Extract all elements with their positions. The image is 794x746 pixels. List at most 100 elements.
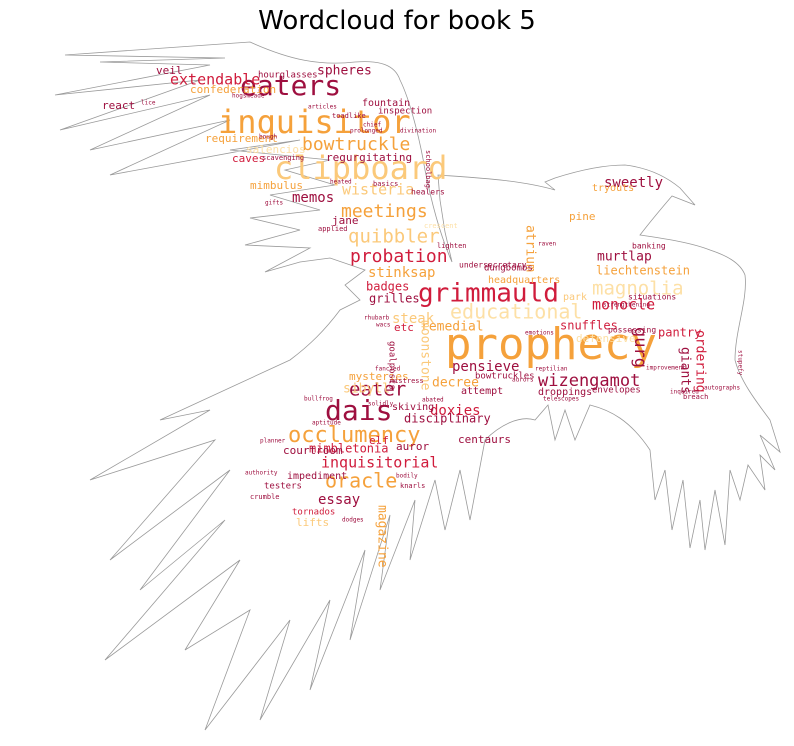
word-goalposts: goalposts [387,341,397,390]
words-layer: prophecy inquisitor clipboard eaters grimmau… [102,64,744,568]
word-aptitude: aptitude [312,420,341,427]
word-react: react [102,99,135,112]
phoenix-outline [54,41,781,731]
word-crumble: crumble [250,493,280,501]
word-dodges: dodges [342,517,364,524]
word-raven: raven [538,241,556,248]
word-dungbombs: dungbombs [484,264,533,274]
word-aurors: aurors [512,377,534,384]
word-wacs: wacs [376,322,391,329]
word-rhubarb: rhubarb [364,315,390,322]
word-crescent: crescent [424,222,458,230]
word-basics: basics [373,180,398,188]
word-gifts: gifts [265,200,283,207]
word-mimbletonia: mimbletonia [309,442,388,456]
word-liechtenstein: liechtenstein [596,264,690,278]
word-extendable: extendable [170,71,260,89]
word-skiving: skiving [392,402,434,413]
word-memos: memos [292,190,334,206]
word-gurg: gurg [630,327,650,368]
word-veil: veil [156,64,183,77]
word-eaters: eaters [240,69,341,102]
word-divination: divination [400,128,437,135]
word-autographs: autographs [704,385,741,392]
word-badges: badges [366,280,409,294]
word-disciplinary: disciplinary [404,412,491,426]
word-schoolbag: schoolbag [424,150,432,188]
word-auror: auror [396,440,429,453]
word-doxies: doxies [430,403,481,419]
word-knarls: knarls [400,482,425,490]
word-grimmauld: grimmauld [418,279,559,309]
chart-title: Wordcloud for book 5 [258,6,536,36]
word-bough: bough [259,134,277,141]
word-magazine: magazine [375,505,390,568]
word-park: park [563,292,587,303]
word-moonstone: moonstone [418,320,433,391]
word-droppings: droppings [538,387,592,398]
word-hogsmeade: hogsmeade [232,93,265,100]
word-planner: planner [260,438,286,445]
word-improvement: improvement [646,365,686,372]
wing-outline-left [54,41,781,731]
word-undersecretary: undersecretary [459,261,527,270]
word-murtlap: murtlap [597,250,652,265]
word-reptilian: reptilian [535,366,568,373]
word-tryouts: tryouts [592,183,634,194]
word-pine: pine [569,210,596,223]
word-tornados: tornados [292,508,335,518]
word-inquisitor: inquisitor [218,103,411,141]
word-snuffles: snuffles [560,319,618,333]
word-inquired: inquired [670,389,699,396]
word-lifts: lifts [296,516,329,529]
word-ordering: ordering [693,330,708,393]
word-sibyll: sibyll [343,382,390,397]
word-stupefy: stupefy [737,350,744,376]
word-mistress: mistress [390,377,424,385]
word-lice: lice [141,100,156,107]
word-essay: essay [318,492,360,508]
word-fountain: fountain [362,98,410,109]
word-clipboard: clipboard [274,149,447,187]
word-situations: situations [628,293,676,302]
word-oracle: oracle [325,469,397,493]
word-abated: abated [422,397,444,404]
word-caves: caves [232,152,265,165]
word-decree: decree [432,376,479,391]
word-lighten: lighten [437,242,467,250]
word-meetings: meetings [341,201,428,222]
word-telescopes: telescopes [543,396,580,403]
word-eater: eater [349,379,406,401]
word-atrium: atrium [523,225,538,272]
word-mimbulus: mimbulus [250,179,303,192]
word-courtroom: courtroom [283,444,343,457]
word-impediment: impediment [287,471,347,482]
word-heated: heated [330,179,352,186]
word-strengthening: strengthening [603,302,650,309]
word-solidly: solidly [368,401,394,408]
word-probation: probation [350,246,448,267]
word-attempt: attempt [461,386,503,397]
word-breach: breach [683,393,708,401]
word-monocle: monocle [592,296,655,314]
word-prophecy: prophecy [445,319,657,370]
word-occlumency: occlumency [288,423,420,448]
word-hourglasses: hourglasses [258,71,318,81]
word-emotions: emotions [525,330,554,337]
word-defensive: defensive [576,332,636,345]
word-banking: banking [632,242,666,251]
word-envelopes: envelopes [592,386,641,396]
word-dais: dais [325,394,392,427]
word-scavenging: scavenging [262,154,304,162]
word-jane: jane [332,214,359,227]
word-chief: chief [363,122,381,129]
word-educational: educational [450,300,582,324]
word-possessing: possessing [608,326,656,335]
word-toadlike: toadlike [332,112,366,120]
word-pensieve: pensieve [452,359,519,375]
word-authority: authority [245,470,278,477]
word-spheres: spheres [317,64,372,79]
word-remedial: remedial [421,320,484,335]
word-sweetly: sweetly [604,175,663,191]
word-mysteries: mysteries [349,370,409,383]
